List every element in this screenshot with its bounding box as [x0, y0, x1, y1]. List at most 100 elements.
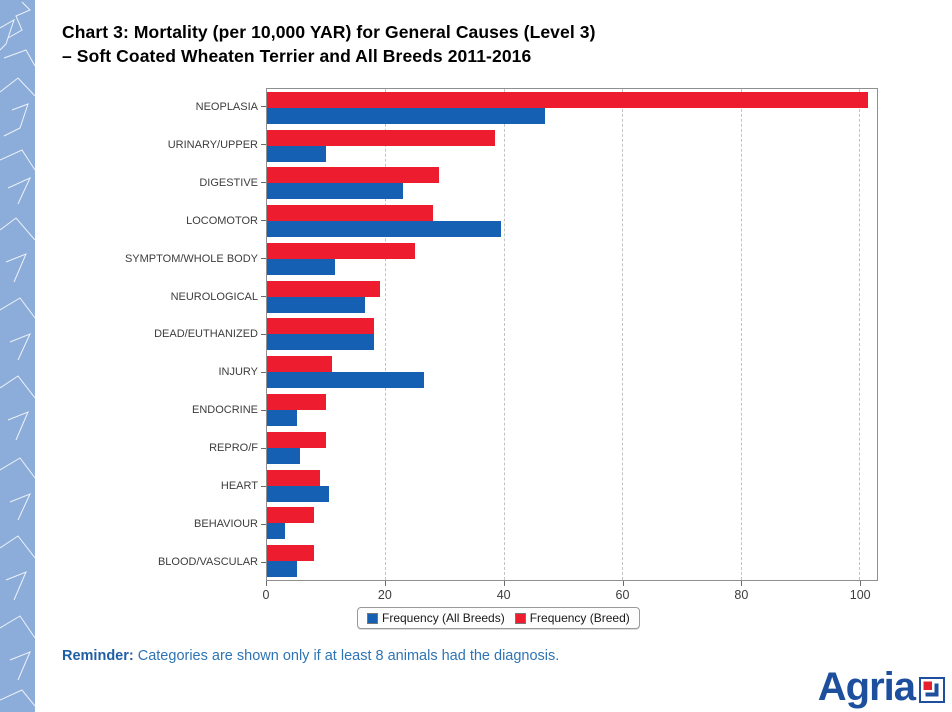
bar-group-repro-f [267, 429, 877, 467]
bar-all-breeds [267, 296, 365, 313]
chart-title: Chart 3: Mortality (per 10,000 YAR) for … [62, 20, 596, 68]
bar-group-neurological [267, 278, 877, 316]
x-tick-label-40: 40 [496, 588, 511, 602]
category-tick-mark [261, 409, 266, 411]
legend-label-breed: Frequency (Breed) [529, 611, 630, 625]
bar-group-behaviour [267, 504, 877, 542]
bar-breed [267, 242, 416, 259]
category-tick-mark [261, 447, 266, 449]
legend-swatch-breed [514, 612, 526, 624]
bar-all-breeds [267, 107, 546, 124]
category-label-row: SYMPTOM/WHOLE BODY [85, 240, 266, 278]
x-tick-label-60: 60 [615, 588, 630, 602]
category-label-row: BEHAVIOUR [85, 505, 266, 543]
category-label: DIGESTIVE [199, 176, 258, 189]
category-axis: NEOPLASIA URINARY/UPPER DIGESTIVE LOCOMOTOR… [85, 88, 266, 581]
x-tick-label-80: 80 [734, 588, 749, 602]
category-label-row: ENDOCRINE [85, 391, 266, 429]
x-tick-mark-100 [860, 581, 862, 586]
bar-group-locomotor [267, 202, 877, 240]
category-label: SYMPTOM/WHOLE BODY [124, 252, 258, 265]
bar-breed [267, 280, 380, 297]
category-tick-mark [261, 333, 266, 335]
bar-all-breeds [267, 447, 300, 464]
x-tick-label-0: 0 [262, 588, 270, 602]
bar-breed [267, 394, 327, 410]
category-label-row: INJURY [85, 353, 266, 391]
bar-all-breeds [267, 410, 297, 426]
reminder-text: Categories are shown only if at least 8 … [133, 648, 560, 664]
category-label: LOCOMOTOR [186, 214, 258, 227]
category-tick-mark [261, 371, 266, 373]
bar-group-symptom-whole-body [267, 240, 877, 278]
reminder-note: Reminder: Categories are shown only if a… [62, 648, 559, 664]
legend-label-all-breeds: Frequency (All Breeds) [382, 611, 505, 625]
category-label: BLOOD/VASCULAR [157, 556, 258, 569]
gridline-20 [385, 89, 387, 580]
category-label: HEART [220, 480, 258, 493]
x-tick-label-100: 100 [849, 588, 871, 602]
category-label-row: NEOPLASIA [85, 88, 266, 126]
x-tick-mark-40 [503, 581, 505, 586]
bar-all-breeds [267, 485, 330, 502]
category-label-row: DEAD/EUTHANIZED [85, 316, 266, 354]
bar-all-breeds [267, 145, 327, 162]
category-tick-mark [261, 485, 266, 487]
category-label: URINARY/UPPER [167, 138, 258, 151]
category-label: ENDOCRINE [191, 404, 258, 417]
bar-all-breeds [267, 258, 336, 275]
bar-group-urinary-upper [267, 127, 877, 165]
plot-area [266, 88, 878, 581]
decorative-side-pattern [0, 0, 35, 712]
agria-logo: Agria [817, 665, 945, 709]
category-label: INJURY [218, 366, 258, 379]
agria-logo-icon [919, 677, 945, 703]
bar-breed [267, 318, 374, 335]
bar-all-breeds [267, 372, 424, 389]
category-tick-mark [261, 523, 266, 525]
bar-all-breeds [267, 561, 297, 578]
category-label: NEOPLASIA [195, 100, 258, 113]
bar-breed [267, 129, 495, 146]
legend-item-all-breeds: Frequency (All Breeds) [367, 611, 505, 625]
bar-breed [267, 469, 321, 486]
category-tick-mark [261, 296, 266, 298]
gridline-40 [503, 89, 505, 580]
category-label: DEAD/EUTHANIZED [154, 328, 258, 341]
bar-group-dead-euthanized [267, 316, 877, 354]
bar-all-breeds [267, 523, 285, 540]
category-label: NEUROLOGICAL [170, 290, 258, 303]
gridline-80 [740, 89, 742, 580]
x-tick-mark-20 [384, 581, 386, 586]
category-label: BEHAVIOUR [194, 518, 258, 531]
bar-breed [267, 545, 315, 562]
bar-group-endocrine [267, 391, 877, 429]
bar-group-injury [267, 353, 877, 391]
category-tick-mark [261, 220, 266, 222]
bar-group-neoplasia [267, 89, 877, 127]
category-label: REPRO/F [209, 442, 258, 455]
category-label-row: NEUROLOGICAL [85, 278, 266, 316]
category-tick-mark [261, 258, 266, 260]
bar-breed [267, 167, 439, 184]
legend-swatch-all-breeds [367, 612, 378, 624]
gridline-100 [859, 89, 861, 580]
category-tick-mark [261, 182, 266, 184]
agria-logo-text: Agria [817, 665, 916, 709]
bar-breed [267, 507, 315, 524]
category-tick-mark [261, 106, 266, 108]
reminder-label: Reminder: [62, 648, 134, 664]
bar-all-breeds [267, 334, 374, 351]
x-tick-label-20: 20 [377, 588, 392, 602]
category-tick-mark [261, 144, 266, 146]
bar-all-breeds [267, 183, 404, 200]
bar-rows [267, 89, 877, 580]
bar-group-digestive [267, 165, 877, 203]
category-label-row: REPRO/F [85, 429, 266, 467]
chart-title-line2: – Soft Coated Wheaten Terrier and All Br… [62, 46, 532, 66]
x-tick-mark-0 [266, 581, 267, 586]
legend-item-breed: Frequency (Breed) [514, 611, 630, 625]
category-label-row: DIGESTIVE [85, 164, 266, 202]
category-label-row: URINARY/UPPER [85, 126, 266, 164]
bar-breed [267, 356, 333, 373]
